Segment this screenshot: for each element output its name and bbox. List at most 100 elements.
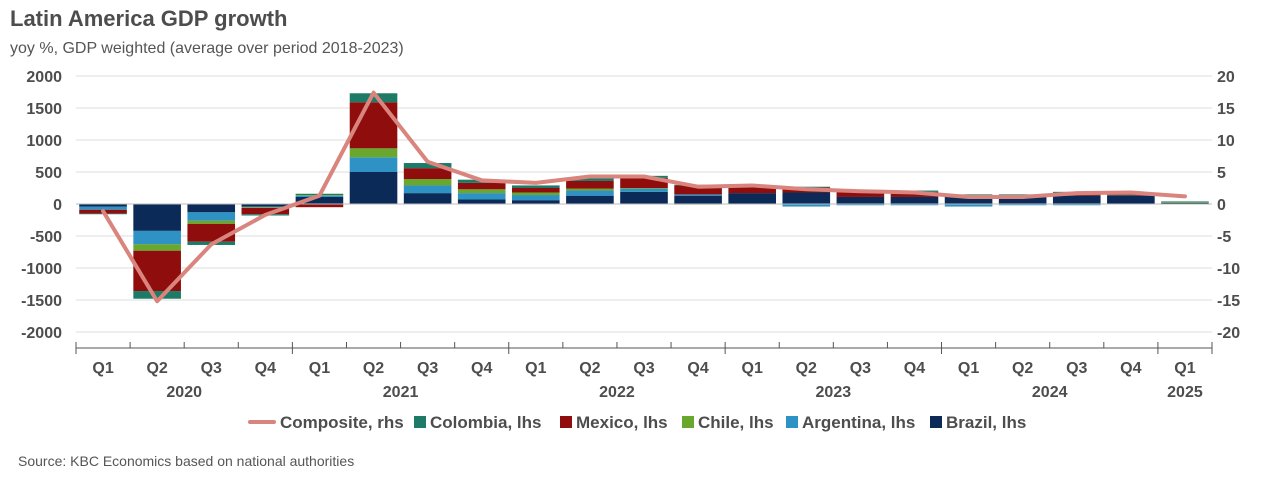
bar-argentina-6	[403, 185, 452, 194]
bar-brazil-11	[674, 195, 722, 204]
x-axis-category-label: Q1	[742, 360, 763, 377]
bar-mexico-10	[620, 177, 668, 188]
right-axis-tick-label: -10	[1217, 261, 1240, 278]
bar-mexico-11	[674, 185, 722, 195]
bar-brazil-3	[241, 204, 290, 207]
bar-colombia-5	[349, 93, 398, 103]
bar-argentina-17	[998, 204, 1047, 206]
x-axis-category-label: Q4	[1120, 360, 1141, 377]
right-axis-tick-label: 15	[1217, 101, 1235, 118]
legend-label-colombia: Colombia, lhs	[430, 413, 541, 432]
left-axis-tick-label: -500	[30, 229, 62, 246]
x-axis-year-label: 2021	[383, 384, 419, 401]
bar-argentina-13	[782, 204, 831, 207]
bar-brazil-5	[349, 172, 398, 204]
bar-chile-5	[349, 148, 398, 158]
bar-colombia-9	[566, 178, 614, 181]
bar-argentina-5	[349, 157, 398, 172]
bar-brazil-2	[187, 204, 236, 213]
x-axis-category-label: Q2	[363, 360, 384, 377]
bar-argentina-10	[620, 188, 668, 192]
bar-argentina-11	[674, 194, 722, 196]
bar-brazil-7	[457, 199, 506, 204]
composite-line	[101, 90, 1187, 304]
bar-mexico-6	[403, 168, 452, 180]
bar-mexico-2	[187, 223, 236, 242]
bar-chile-9	[566, 188, 614, 191]
bar-brazil-9	[566, 195, 614, 204]
bar-colombia-20	[1161, 201, 1209, 203]
bar-colombia-6	[403, 163, 452, 169]
x-axis-year-label: 2025	[1167, 384, 1203, 401]
bar-brazil-0	[79, 204, 127, 207]
x-axis-category-label: Q3	[850, 360, 871, 377]
bar-mexico-7	[457, 182, 506, 190]
left-axis-tick-label: 2000	[26, 69, 62, 86]
bar-argentina-1	[133, 230, 181, 245]
legend-label-composite: Composite, rhs	[280, 413, 404, 432]
bar-chile-6	[403, 179, 452, 186]
legend-swatch-chile	[682, 416, 694, 428]
x-axis-category-label: Q4	[687, 360, 708, 377]
x-axis-category-label: Q2	[1012, 360, 1033, 377]
bar-mexico-9	[566, 180, 614, 189]
bar-brazil-1	[133, 204, 181, 231]
bar-mexico-19	[1107, 195, 1155, 196]
bar-colombia-8	[512, 185, 560, 188]
left-axis-tick-label: -1000	[21, 261, 62, 278]
x-axis-category-label: Q1	[525, 360, 546, 377]
bar-argentina-18	[1052, 204, 1101, 206]
bar-brazil-10	[620, 191, 668, 204]
bar-argentina-14	[836, 204, 885, 206]
bar-chile-3	[241, 207, 290, 208]
x-axis-category-label: Q4	[255, 360, 276, 377]
x-axis-category-label: Q3	[1066, 360, 1087, 377]
bar-mexico-14	[836, 191, 885, 197]
x-axis-category-label: Q2	[796, 360, 817, 377]
composite-line-series	[101, 90, 1187, 304]
legend-label-argentina: Argentina, lhs	[802, 413, 915, 432]
bar-argentina-7	[457, 193, 506, 200]
bar-brazil-19	[1107, 195, 1155, 204]
grid-lines	[76, 75, 1212, 333]
left-axis-tick-label: 500	[35, 165, 62, 182]
x-axis-category-label: Q3	[417, 360, 438, 377]
bar-colombia-16	[944, 194, 993, 196]
right-axis-tick-label: 20	[1217, 69, 1235, 86]
bar-argentina-3	[241, 206, 290, 208]
bar-brazil-6	[403, 193, 452, 204]
right-axis-tick-label: -15	[1217, 293, 1240, 310]
bar-brazil-12	[728, 193, 776, 204]
right-axis-tick-label: 10	[1217, 133, 1235, 150]
x-axis-category-label: Q2	[146, 360, 167, 377]
x-axis-year-label: 2024	[1032, 384, 1068, 401]
axes: -2000 -1500 -1000 -500 0 500 1000 1500 2000 -20 -1…	[21, 69, 1240, 401]
bar-argentina-0	[79, 206, 127, 210]
x-axis-category-label: Q3	[633, 360, 654, 377]
x-axis-year-label: 2023	[816, 384, 852, 401]
bar-colombia-19	[1107, 194, 1155, 196]
bar-brazil-17	[998, 196, 1047, 204]
bar-brazil-15	[890, 196, 939, 204]
bar-brazil-18	[1052, 195, 1101, 204]
left-axis-tick-label: 1500	[26, 101, 62, 118]
bar-colombia-17	[998, 194, 1047, 196]
bar-colombia-13	[782, 186, 831, 188]
bar-chile-8	[512, 192, 560, 196]
left-axis-tick-label: -2000	[21, 325, 62, 342]
chart-subtitle: yoy %, GDP weighted (average over period…	[10, 40, 404, 57]
bar-argentina-16	[944, 204, 993, 207]
right-axis-tick-label: -5	[1217, 229, 1231, 246]
x-axis-year-label: 2022	[599, 384, 635, 401]
bar-mexico-8	[512, 188, 560, 193]
x-axis-category-label: Q2	[579, 360, 600, 377]
bar-chile-1	[133, 244, 181, 251]
x-axis-category-label: Q3	[201, 360, 222, 377]
legend-swatch-brazil	[930, 416, 942, 428]
x-axis-category-label: Q1	[92, 360, 113, 377]
x-axis-year-label: 2020	[166, 384, 202, 401]
bar-brazil-20	[1161, 202, 1209, 204]
x-axis-category-label: Q1	[958, 360, 979, 377]
x-axis-category-label: Q1	[1174, 360, 1195, 377]
